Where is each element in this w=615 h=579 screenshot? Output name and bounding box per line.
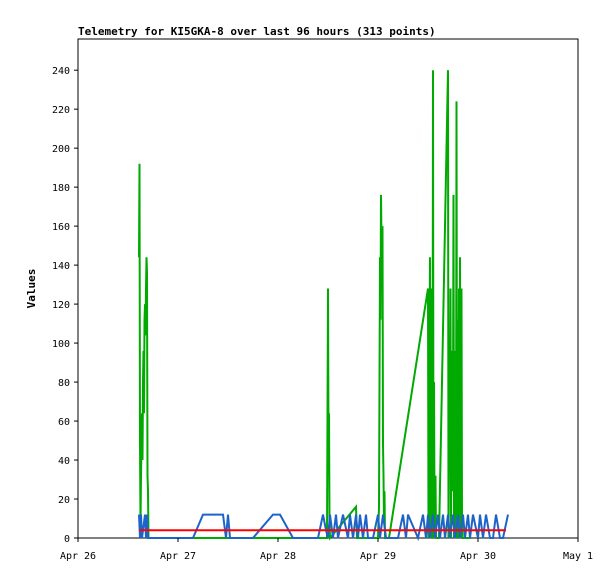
x-tick-label: Apr 30	[460, 551, 496, 562]
y-tick-label: 240	[52, 66, 70, 77]
y-tick-label: 220	[52, 105, 70, 116]
x-tick-label: Apr 28	[260, 551, 296, 562]
series-layer	[138, 70, 509, 542]
y-tick-label: 100	[52, 339, 70, 350]
y-tick-label: 180	[52, 183, 70, 194]
y-tick-label: 140	[52, 261, 70, 272]
y-tick-label: 120	[52, 300, 70, 311]
x-axis-ticks: Apr 26 Apr 27 Apr 28 Apr 29 Apr 30 May 1	[60, 538, 593, 562]
y-tick-label: 160	[52, 222, 70, 233]
y-tick-label: 0	[64, 534, 70, 545]
x-tick-label: Apr 26	[60, 551, 96, 562]
y-axis-ticks: 0 20 40 60 80 100 120 140 160 180 200 220 240	[52, 66, 78, 545]
x-tick-label: Apr 29	[360, 551, 396, 562]
y-tick-label: 40	[58, 456, 70, 467]
y-tick-label: 80	[58, 378, 70, 389]
y-tick-label: 20	[58, 495, 70, 506]
x-tick-label: May 1	[563, 551, 593, 562]
y-axis-label: Values	[25, 269, 38, 309]
chart-title: Telemetry for KI5GKA-8 over last 96 hour…	[78, 25, 436, 38]
x-tick-label: Apr 27	[160, 551, 196, 562]
y-tick-label: 200	[52, 144, 70, 155]
series-line-2	[138, 513, 509, 542]
y-tick-label: 60	[58, 417, 70, 428]
